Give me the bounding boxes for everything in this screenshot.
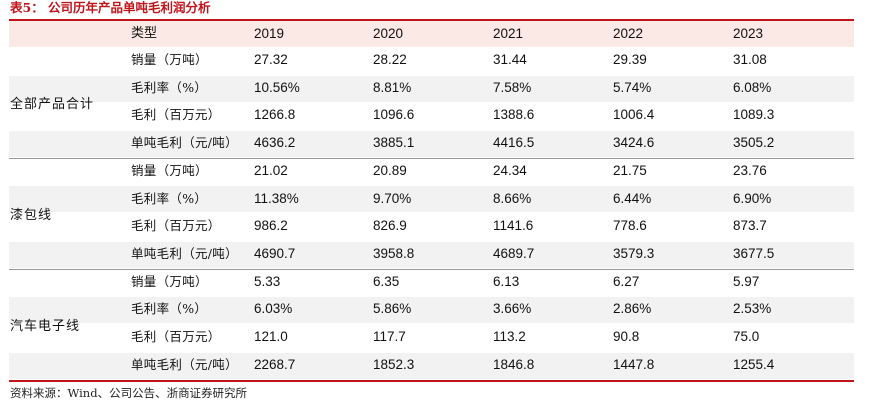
- value-cell: 4689.7: [493, 245, 535, 261]
- metric-label: 毛利率（%）: [131, 79, 208, 95]
- metric-label: 毛利率（%）: [131, 301, 208, 317]
- value-cell: 1096.6: [373, 107, 415, 123]
- metric-label: 单吨毛利（元/吨）: [131, 245, 238, 261]
- source-note: 资料来源：Wind、公司公告、浙商证券研究所: [10, 386, 248, 400]
- value-cell: 6.03%: [254, 301, 293, 317]
- value-cell: 75.0: [733, 329, 760, 344]
- row-band: [9, 130, 854, 157]
- value-cell: 11.38%: [254, 190, 299, 206]
- value-cell: 826.9: [373, 218, 407, 234]
- metric-label: 销量（万吨）: [131, 162, 208, 178]
- value-cell: 6.08%: [733, 79, 772, 95]
- group-label: 汽车电子线: [10, 319, 81, 334]
- header-type-label: 类型: [131, 26, 158, 41]
- value-cell: 113.2: [493, 329, 526, 344]
- value-cell: 6.90%: [733, 190, 772, 206]
- value-cell: 6.27: [613, 273, 640, 289]
- value-cell: 778.6: [613, 218, 647, 234]
- value-cell: 1447.8: [613, 356, 655, 372]
- value-cell: 117.7: [373, 329, 406, 344]
- metric-label: 销量（万吨）: [131, 273, 208, 289]
- metric-label: 毛利（百万元）: [131, 107, 221, 123]
- header-year: 2022: [613, 26, 644, 41]
- value-cell: 3579.3: [613, 245, 655, 261]
- value-cell: 8.81%: [373, 79, 412, 95]
- value-cell: 21.02: [254, 162, 288, 178]
- header-row: [9, 21, 854, 47]
- value-cell: 29.39: [613, 52, 647, 67]
- value-cell: 3885.1: [373, 135, 415, 151]
- row-band: [9, 352, 854, 379]
- value-cell: 21.75: [613, 162, 647, 178]
- metric-label: 单吨毛利（元/吨）: [131, 135, 238, 151]
- value-cell: 873.7: [733, 218, 767, 234]
- value-cell: 1266.8: [254, 107, 296, 123]
- value-cell: 6.44%: [613, 190, 652, 206]
- value-cell: 3424.6: [613, 135, 655, 151]
- value-cell: 2268.7: [254, 356, 296, 372]
- row-band: [9, 75, 854, 102]
- value-cell: 1006.4: [613, 107, 655, 123]
- value-cell: 1388.6: [493, 107, 535, 123]
- value-cell: 90.8: [613, 329, 640, 344]
- value-cell: 3.66%: [493, 301, 532, 317]
- top-rule: [9, 19, 854, 21]
- row-band: [9, 297, 854, 324]
- header-year: 2023: [733, 26, 764, 41]
- value-cell: 4416.5: [493, 135, 535, 151]
- value-cell: 24.34: [493, 162, 527, 178]
- value-cell: 8.66%: [493, 190, 532, 206]
- table-caption: 表5： 公司历年产品单吨毛利润分析: [10, 0, 211, 15]
- value-cell: 6.13: [493, 273, 520, 289]
- metric-label: 单吨毛利（元/吨）: [131, 356, 238, 372]
- value-cell: 4636.2: [254, 135, 296, 151]
- group-label: 全部产品合计: [10, 97, 95, 113]
- value-cell: 1089.3: [733, 107, 775, 123]
- value-cell: 7.58%: [493, 79, 532, 95]
- value-cell: 1255.4: [733, 356, 775, 372]
- header-year: 2020: [373, 26, 404, 41]
- value-cell: 3505.2: [733, 135, 775, 151]
- metric-label: 毛利（百万元）: [131, 329, 221, 344]
- value-cell: 5.74%: [613, 79, 652, 95]
- value-cell: 4690.7: [254, 245, 296, 261]
- metric-label: 销量（万吨）: [131, 52, 208, 67]
- value-cell: 1846.8: [493, 356, 535, 372]
- value-cell: 10.56%: [254, 79, 300, 95]
- row-band: [9, 241, 854, 268]
- group-label: 漆包线: [10, 208, 53, 224]
- value-cell: 23.76: [733, 162, 767, 178]
- value-cell: 27.32: [254, 52, 288, 67]
- value-cell: 31.44: [493, 52, 527, 67]
- value-cell: 121.0: [254, 329, 288, 344]
- bottom-rule: [9, 380, 854, 382]
- value-cell: 5.97: [733, 273, 760, 289]
- metric-label: 毛利率（%）: [131, 190, 208, 206]
- header-year: 2021: [493, 26, 524, 41]
- value-cell: 6.35: [373, 273, 400, 289]
- value-cell: 1852.3: [373, 356, 415, 372]
- group-separator: [9, 268, 854, 270]
- value-cell: 3677.5: [733, 245, 775, 261]
- group-separator: [9, 157, 854, 159]
- value-cell: 20.89: [373, 162, 407, 178]
- value-cell: 1141.6: [493, 218, 534, 234]
- value-cell: 2.86%: [613, 301, 652, 317]
- value-cell: 31.08: [733, 52, 767, 67]
- value-cell: 2.53%: [733, 301, 772, 317]
- value-cell: 5.33: [254, 273, 281, 289]
- value-cell: 3958.8: [373, 245, 415, 261]
- header-year: 2019: [254, 26, 285, 41]
- value-cell: 986.2: [254, 218, 288, 234]
- metric-label: 毛利（百万元）: [131, 218, 221, 234]
- value-cell: 5.86%: [373, 301, 412, 317]
- row-band: [9, 186, 854, 213]
- value-cell: 28.22: [373, 52, 407, 67]
- value-cell: 9.70%: [373, 190, 412, 206]
